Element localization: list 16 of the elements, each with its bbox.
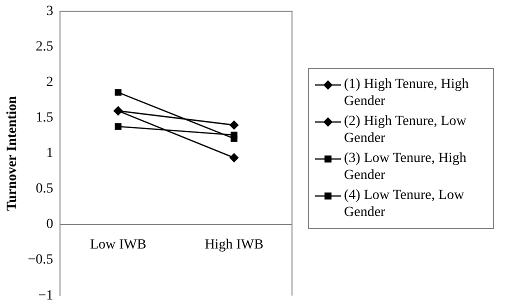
y-tick-label: 0.5 xyxy=(36,182,54,197)
legend-label: (2) High Tenure, Low Gender xyxy=(344,113,468,147)
legend-label: (1) High Tenure, High Gender xyxy=(344,76,470,110)
y-tick-label: 2.5 xyxy=(36,40,54,55)
y-tick-label: 0 xyxy=(46,217,54,232)
legend-label: (4) Low Tenure, Low Gender xyxy=(344,187,466,221)
x-tick-label: Low IWB xyxy=(90,238,146,253)
y-tick-label: 1 xyxy=(46,146,54,162)
y-axis-title: Turnover Intention xyxy=(5,96,20,211)
legend-label: (3) Low Tenure, High Gender xyxy=(344,150,468,184)
y-tick-label: −1 xyxy=(38,288,54,304)
y-tick-label: −0.5 xyxy=(28,252,54,268)
y-tick-label: 3 xyxy=(46,4,54,20)
y-tick-label: 1.5 xyxy=(36,110,54,126)
x-tick-label: High IWB xyxy=(204,238,264,253)
y-tick-label: 2 xyxy=(46,75,54,90)
